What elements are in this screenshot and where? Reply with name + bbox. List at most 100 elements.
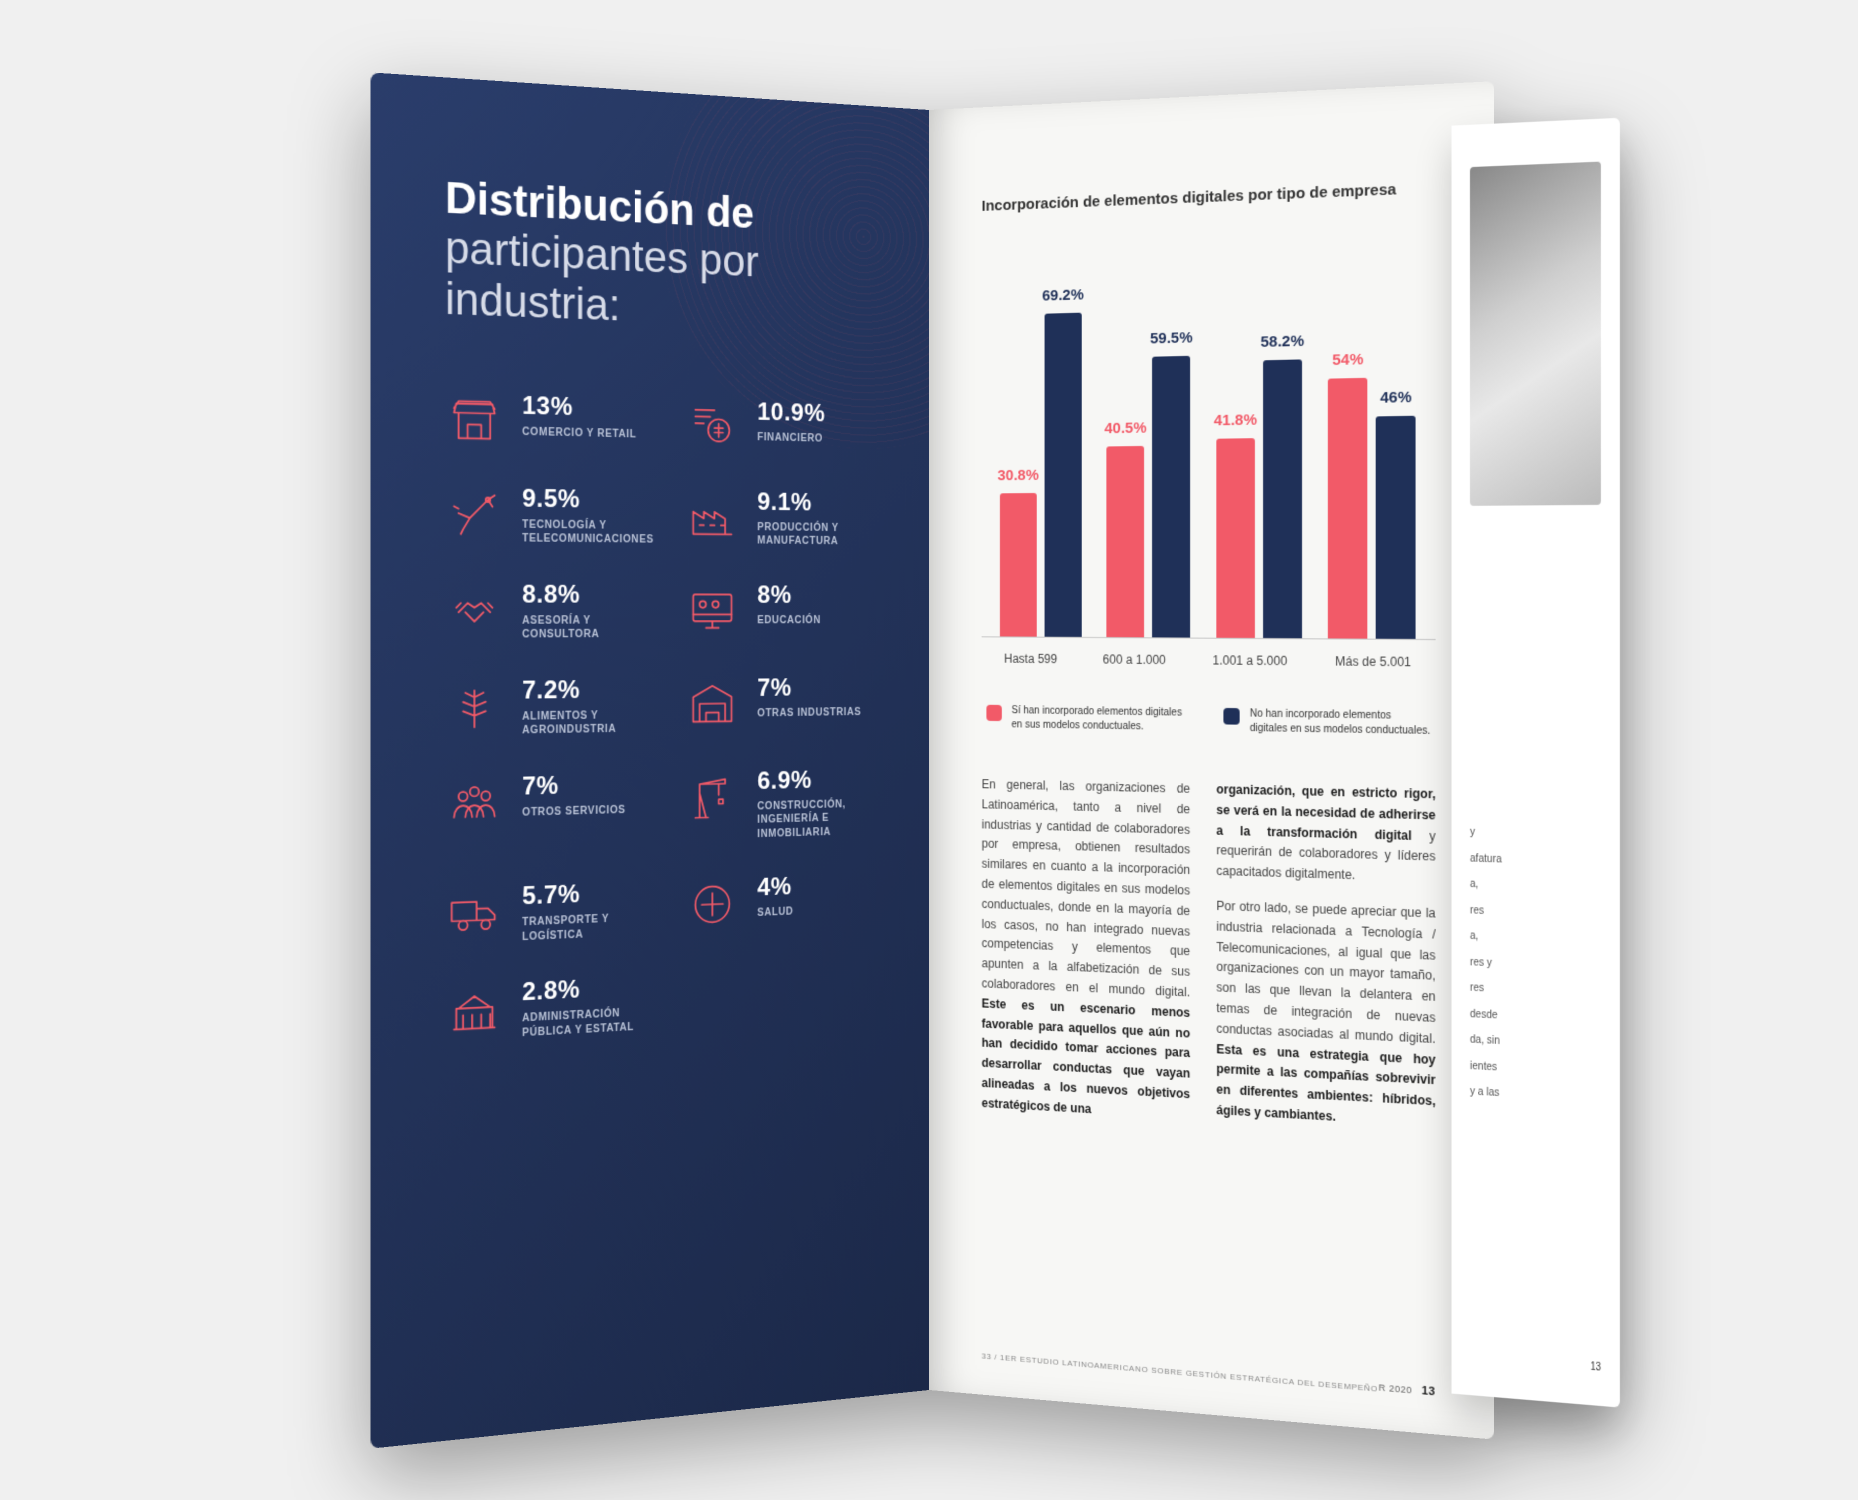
footer-left-num: 33 /: [982, 1351, 998, 1361]
bar: 41.8%: [1216, 438, 1255, 638]
left-page: Distribución de participantes por indust…: [371, 72, 929, 1448]
industry-label: OTRAS INDUSTRIAS: [757, 706, 861, 721]
chart-title: Incorporación de elementos digitales por…: [982, 179, 1436, 215]
body-col2-lead: organización, que en estricto rigor, se …: [1216, 782, 1435, 843]
industry-item: 5.7%TRANSPORTE Y LOGÍSTICA: [445, 878, 655, 948]
industry-percent: 8.8%: [522, 580, 655, 610]
industry-label: FINANCIERO: [757, 431, 825, 446]
x-axis-label: 1.001 a 5.000: [1212, 653, 1287, 668]
bar: 54%: [1328, 378, 1367, 639]
industry-label: ADMINISTRACIÓN PÚBLICA Y ESTATAL: [522, 1005, 670, 1041]
industry-grid: 13%COMERCIO Y RETAIL10.9%FINANCIERO9.5%T…: [445, 389, 882, 1045]
peek-text-fragment: a,: [1470, 927, 1601, 949]
industry-item: 7%OTRAS INDUSTRIAS: [685, 673, 883, 736]
right-page: Incorporación de elementos digitales por…: [929, 81, 1494, 1439]
legend-label-no: No han incorporado elementos digitales e…: [1250, 707, 1431, 738]
crane-icon: [685, 768, 740, 827]
footer-right: R 2020 13: [1379, 1381, 1436, 1398]
bar-chart: 30.8%69.2%40.5%59.5%41.8%58.2%54%46%: [982, 250, 1436, 640]
industry-label: EDUCACIÓN: [757, 614, 820, 628]
bar-value-label: 46%: [1380, 388, 1412, 406]
body-col-1: En general, las organizaciones de Latino…: [982, 775, 1191, 1125]
industry-item: 9.5%TECNOLOGÍA Y TELECOMUNICACIONES: [445, 483, 655, 548]
body-col2-b: Por otro lado, se puede apreciar que la …: [1216, 899, 1435, 1046]
footer-left-text: 1ER ESTUDIO LATINOAMERICANO SOBRE GESTIÓ…: [1000, 1353, 1378, 1394]
legend-swatch-navy: [1223, 708, 1239, 725]
industry-label: ASESORÍA Y CONSULTORA: [522, 614, 655, 643]
chart-group: 40.5%59.5%: [1107, 258, 1191, 637]
bar-value-label: 40.5%: [1104, 419, 1146, 437]
factory-icon: [685, 487, 740, 545]
book-spread: Distribución de participantes por indust…: [369, 110, 1489, 1390]
gov-icon: [445, 979, 503, 1041]
bar: 69.2%: [1044, 312, 1081, 636]
warehouse-icon: [685, 674, 740, 732]
industry-label: OTROS SERVICIOS: [522, 803, 625, 820]
industry-label: ALIMENTOS Y AGROINDUSTRIA: [522, 708, 655, 738]
industry-percent: 8%: [757, 581, 820, 610]
industry-percent: 2.8%: [522, 971, 670, 1007]
peek-text-fragment: y a las: [1470, 1083, 1601, 1107]
bar-value-label: 41.8%: [1214, 411, 1257, 429]
agri-icon: [445, 676, 503, 736]
industry-label: PRODUCCIÓN Y MANUFACTURA: [757, 521, 882, 550]
bar: 59.5%: [1152, 355, 1190, 637]
bar-value-label: 69.2%: [1042, 286, 1084, 305]
finance-icon: [685, 396, 740, 455]
truck-icon: [445, 883, 503, 945]
industry-percent: 7%: [522, 770, 625, 802]
industry-label: TRANSPORTE Y LOGÍSTICA: [522, 911, 655, 945]
industry-percent: 5.7%: [522, 878, 655, 912]
industry-item: 8% EDUCACIÓN: [685, 581, 883, 642]
x-axis-label: Hasta 599: [1004, 652, 1057, 667]
services-icon: [445, 773, 503, 834]
industry-percent: 10.9%: [757, 398, 825, 428]
industry-label: SALUD: [757, 906, 793, 921]
industry-item: 8.8% ASESORÍA Y CONSULTORA: [445, 580, 655, 643]
peek-text-fragment: a,: [1470, 875, 1601, 897]
industry-item: 2.8%ADMINISTRACIÓN PÚBLICA Y ESTATAL: [445, 971, 670, 1044]
body-text: En general, las organizaciones de Latino…: [982, 775, 1436, 1140]
chart-group: 30.8%69.2%: [1000, 262, 1082, 637]
peek-photo: [1470, 162, 1601, 506]
body-col2-tail: Esta es una estrategia que hoy permite a…: [1216, 1041, 1435, 1123]
peek-text-fragment: desde: [1470, 1005, 1601, 1028]
handshake-icon: [445, 580, 503, 640]
chart-legend: Sí han incorporado elementos digitales e…: [982, 704, 1436, 739]
body-col-2: organización, que en estricto rigor, se …: [1216, 780, 1435, 1140]
peek-page-number: 13: [1590, 1361, 1601, 1374]
health-icon: [685, 875, 740, 935]
bar: 30.8%: [1000, 493, 1037, 637]
industry-label: TECNOLOGÍA Y TELECOMUNICACIONES: [522, 518, 655, 548]
peek-text-fragment: afatura: [1470, 849, 1601, 870]
footer-right-page: 13: [1422, 1385, 1436, 1399]
peek-text-fragment: y: [1470, 823, 1601, 844]
bar-value-label: 30.8%: [997, 467, 1038, 485]
industry-item: 7.2%ALIMENTOS Y AGROINDUSTRIA: [445, 675, 655, 740]
industry-item: 10.9% FINANCIERO: [685, 396, 883, 458]
industry-item: 4%SALUD: [685, 870, 883, 938]
peek-text-fragment: res y: [1470, 953, 1601, 976]
x-axis-label: 600 a 1.000: [1103, 652, 1166, 667]
education-icon: [685, 581, 740, 639]
bar-value-label: 54%: [1332, 351, 1363, 369]
industry-percent: 13%: [522, 391, 636, 423]
bar-value-label: 59.5%: [1150, 329, 1193, 348]
bar-value-label: 58.2%: [1260, 332, 1304, 351]
bar: 58.2%: [1263, 359, 1302, 638]
legend-item-no: No han incorporado elementos digitales e…: [1223, 707, 1430, 738]
chart-x-labels: Hasta 599600 a 1.0001.001 a 5.000Más de …: [982, 651, 1436, 669]
industry-label: COMERCIO Y RETAIL: [522, 425, 636, 442]
footer-left: 33 / 1ER ESTUDIO LATINOAMERICANO SOBRE G…: [982, 1351, 1378, 1393]
bar: 40.5%: [1107, 446, 1145, 637]
footer-right-text: R 2020: [1379, 1382, 1413, 1395]
chart-group: 54% 46%: [1328, 250, 1416, 638]
peek-text-fragment: res: [1470, 901, 1601, 923]
tech-icon: [445, 483, 503, 543]
next-page-peek: yafaturaa,resa,res yresdesdeda, siniente…: [1452, 118, 1620, 1408]
peek-text-fragment: da, sin: [1470, 1031, 1601, 1055]
chart-group: 41.8%58.2%: [1216, 254, 1302, 638]
retail-icon: [445, 389, 503, 450]
industry-percent: 9.5%: [522, 484, 655, 515]
industry-percent: 6.9%: [757, 765, 882, 796]
